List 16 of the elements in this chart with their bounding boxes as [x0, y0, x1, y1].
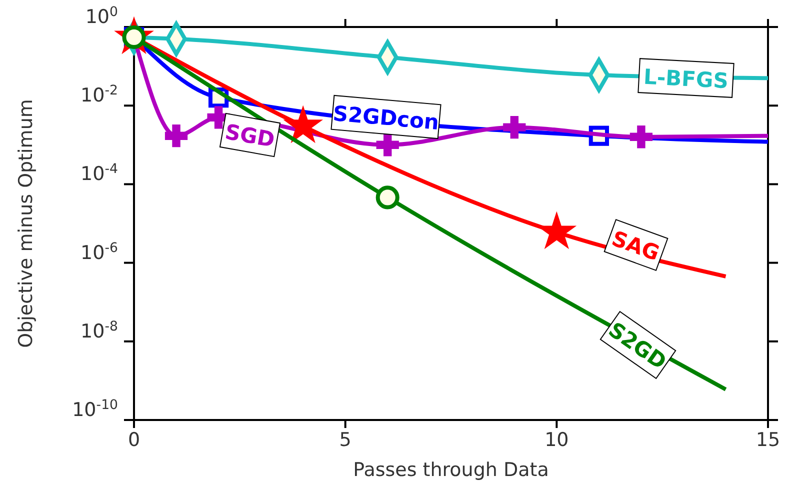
- series-label: L-BFGS: [642, 64, 729, 94]
- y-tick-label: 10$^{-4}$: [80, 162, 118, 186]
- x-tick-label: 5: [339, 429, 352, 451]
- y-tick-label: 10$^{-2}$: [80, 83, 118, 107]
- y-tick-label: 10$^{-6}$: [80, 240, 118, 264]
- text: SGD: [223, 120, 276, 152]
- text: SAG: [608, 226, 663, 266]
- x-tick-label: 10: [544, 429, 569, 451]
- y-tick-label: 10$^{0}$: [85, 4, 118, 28]
- x-axis-title: Passes through Data: [353, 459, 549, 481]
- x-tick-label: 15: [756, 429, 780, 451]
- series-label: S2GDcon: [332, 101, 440, 135]
- y-tick-label: 10$^{-10}$: [72, 398, 118, 421]
- x-tick-label: 0: [128, 429, 140, 451]
- y-axis-title: Objective minus Optimum: [15, 99, 37, 348]
- y-tick-label: 10$^{-8}$: [80, 318, 118, 342]
